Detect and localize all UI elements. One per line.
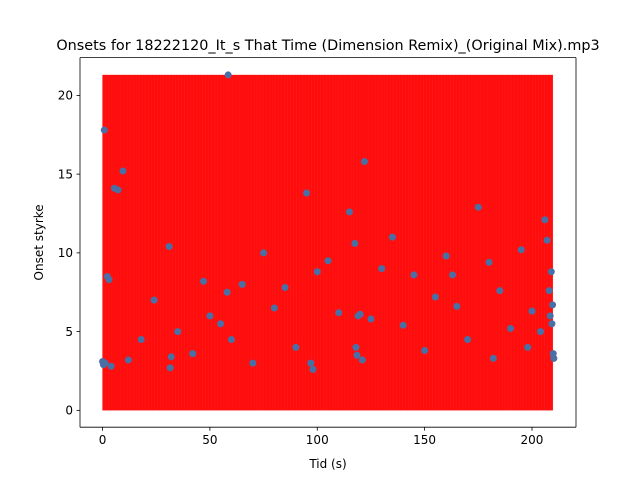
onset-point-8 bbox=[114, 186, 122, 194]
onset-point-34 bbox=[324, 257, 332, 265]
onset-point-39 bbox=[353, 351, 361, 359]
onset-point-21 bbox=[223, 288, 231, 296]
onset-point-57 bbox=[489, 354, 497, 362]
onset-point-35 bbox=[335, 309, 343, 317]
onset-point-18 bbox=[199, 277, 207, 285]
onset-point-5 bbox=[105, 276, 113, 284]
y-tick-label-10: 10 bbox=[58, 246, 73, 260]
onset-point-12 bbox=[150, 296, 158, 304]
onset-point-19 bbox=[206, 312, 214, 320]
onset-point-63 bbox=[537, 328, 545, 336]
onset-point-42 bbox=[358, 356, 366, 364]
onset-point-38 bbox=[352, 343, 360, 351]
onset-point-52 bbox=[449, 271, 457, 279]
onset-point-23 bbox=[227, 335, 235, 343]
onset-point-9 bbox=[119, 167, 127, 175]
y-tick-label-15: 15 bbox=[58, 167, 73, 181]
onset-point-62 bbox=[528, 307, 536, 315]
y-tick-label-0: 0 bbox=[65, 404, 73, 418]
onset-point-61 bbox=[524, 343, 532, 351]
onset-point-11 bbox=[137, 335, 145, 343]
onset-point-56 bbox=[485, 258, 493, 266]
axes-frame bbox=[79, 57, 577, 428]
onset-point-15 bbox=[167, 353, 175, 361]
onset-point-64 bbox=[541, 216, 549, 224]
x-ticks: 0 50 100 150 200 bbox=[99, 427, 544, 447]
onset-point-72 bbox=[550, 354, 558, 362]
x-tick-label-100: 100 bbox=[306, 433, 329, 447]
x-tick-label-200: 200 bbox=[521, 433, 544, 447]
y-axis-label: Onset styrke bbox=[32, 204, 46, 280]
onset-point-26 bbox=[260, 249, 268, 257]
onset-point-22 bbox=[224, 71, 232, 79]
onset-point-65 bbox=[543, 236, 551, 244]
onset-point-60 bbox=[517, 246, 525, 254]
x-tick-label-50: 50 bbox=[202, 433, 217, 447]
onset-point-6 bbox=[107, 362, 115, 370]
onset-point-45 bbox=[378, 265, 386, 273]
onset-point-14 bbox=[166, 364, 174, 372]
onset-point-53 bbox=[453, 302, 461, 310]
onset-point-10 bbox=[124, 356, 132, 364]
onset-point-25 bbox=[249, 359, 257, 367]
x-tick-label-150: 150 bbox=[413, 433, 436, 447]
onset-point-51 bbox=[442, 252, 450, 260]
onset-points bbox=[99, 71, 558, 373]
onset-point-47 bbox=[399, 321, 407, 329]
onset-point-44 bbox=[367, 315, 375, 323]
x-tick-label-0: 0 bbox=[99, 433, 107, 447]
onset-point-49 bbox=[421, 347, 429, 355]
onset-point-30 bbox=[303, 189, 311, 197]
onset-point-36 bbox=[345, 208, 353, 216]
onset-point-13 bbox=[165, 243, 173, 251]
onset-point-27 bbox=[270, 304, 278, 312]
onset-point-50 bbox=[431, 293, 439, 301]
onset-point-3 bbox=[101, 359, 109, 367]
onset-point-48 bbox=[410, 271, 418, 279]
onset-point-31 bbox=[307, 359, 315, 367]
onset-point-17 bbox=[189, 350, 197, 358]
onset-point-70 bbox=[549, 301, 557, 309]
onset-point-2 bbox=[100, 126, 108, 134]
onset-point-29 bbox=[292, 343, 300, 351]
onset-point-69 bbox=[548, 320, 556, 328]
y-ticks: 0 5 10 15 20 bbox=[58, 89, 80, 418]
onset-point-20 bbox=[217, 320, 225, 328]
onset-point-66 bbox=[545, 287, 553, 295]
onset-point-37 bbox=[351, 239, 359, 247]
y-tick-label-20: 20 bbox=[58, 89, 73, 103]
onset-point-24 bbox=[238, 280, 246, 288]
y-tick-label-5: 5 bbox=[65, 325, 73, 339]
onset-point-68 bbox=[547, 268, 555, 276]
onset-point-67 bbox=[546, 312, 554, 320]
onset-point-55 bbox=[474, 203, 482, 211]
onset-point-59 bbox=[507, 324, 515, 332]
onset-lines bbox=[102, 74, 554, 411]
onset-point-33 bbox=[313, 268, 321, 276]
onset-point-58 bbox=[496, 287, 504, 295]
x-axis-label: Tid (s) bbox=[308, 457, 346, 471]
onset-point-28 bbox=[281, 284, 289, 292]
onset-point-41 bbox=[356, 310, 364, 318]
onset-point-43 bbox=[361, 158, 368, 166]
chart-title: Onsets for 18222120_It_s That Time (Dime… bbox=[56, 38, 599, 54]
onset-point-16 bbox=[174, 328, 182, 336]
onset-point-46 bbox=[388, 233, 396, 241]
onset-point-54 bbox=[464, 335, 472, 343]
onset-point-32 bbox=[309, 365, 317, 373]
